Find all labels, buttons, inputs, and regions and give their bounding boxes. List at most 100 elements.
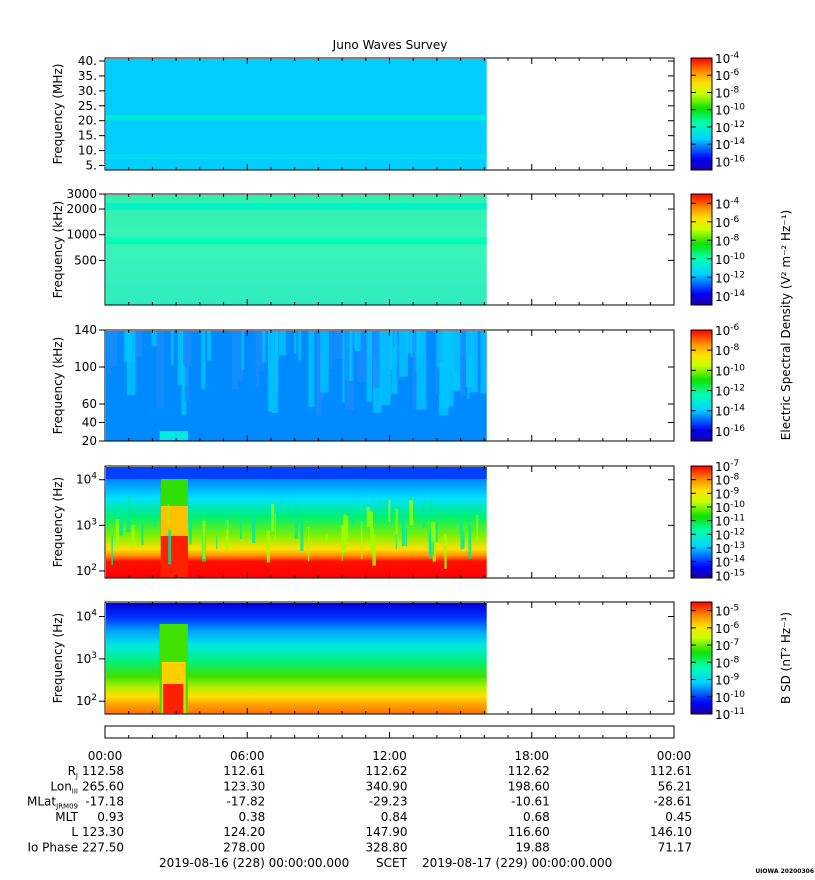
- panel-4-streak: [307, 527, 310, 562]
- panel-4-streak: [117, 529, 119, 547]
- y-tick-label: 102: [76, 563, 97, 578]
- colorbar-tick-label: 10-8: [715, 233, 740, 248]
- ephemeris-value: 123.30: [82, 825, 124, 839]
- time-axis: 00:00 06:00 12:00 18:00 00:00: [88, 725, 692, 763]
- ephemeris-value: 112.58: [82, 764, 124, 778]
- ephemeris-value: 0.84: [381, 810, 408, 824]
- panel-3-emission-streak: [349, 331, 353, 381]
- magnetic-spectral-density-label: B SD (nT² Hz⁻¹): [779, 612, 793, 704]
- panel-4-streak: [428, 531, 432, 559]
- colorbar-gradient: [690, 465, 713, 579]
- panel-4-streak: [476, 515, 479, 541]
- ephemeris-value: 265.60: [82, 779, 124, 793]
- panel-4-streak: [300, 520, 304, 552]
- ephemeris-value: 0.93: [97, 810, 124, 824]
- colorbar-tick-label: 10-10: [715, 252, 745, 267]
- panel-3-emission-streak: [380, 331, 391, 406]
- panel-4-streak: [226, 507, 228, 529]
- ephemeris-value: -17.82: [227, 795, 266, 809]
- ephemeris-value: -10.61: [511, 795, 550, 809]
- panel-4-streak: [432, 528, 434, 556]
- ephemeris-value: 146.10: [650, 825, 692, 839]
- panel-4-streak: [202, 520, 206, 559]
- ephemeris-value: 0.38: [239, 810, 266, 824]
- panel-3-emission-streak: [294, 331, 297, 354]
- panel-4-streak: [119, 502, 123, 536]
- panel-4-streak: [395, 534, 397, 550]
- y-tick-label: 100: [74, 360, 97, 374]
- panel-4-streak: [372, 535, 376, 566]
- panel-4-streak: [405, 529, 408, 547]
- panel-4-streak: [126, 496, 131, 533]
- colorbar-tick-label: 10-12: [715, 270, 745, 285]
- panel-2-band-0: [106, 202, 487, 210]
- colorbar-tick-label: 10-5: [715, 604, 739, 619]
- ephemeris-value: 124.20: [223, 825, 265, 839]
- panel-3-emission-streak: [124, 331, 132, 362]
- panel-3-emission-streak: [271, 331, 278, 414]
- footer: 2019-08-16 (228) 00:00:00.000 SCET 2019-…: [159, 856, 612, 870]
- y-tick-label: 103: [76, 517, 97, 532]
- panel-3-emission-streak: [370, 331, 380, 388]
- time-tick-label: 00:00: [657, 749, 692, 763]
- colorbar-tick-label: 10-6: [715, 323, 740, 338]
- colorbar-tick-label: 10-12: [715, 120, 745, 135]
- y-tick-label: 30.: [78, 84, 97, 98]
- panel-3-emission-streak: [308, 331, 315, 408]
- y-tick-label: 140: [74, 323, 97, 337]
- panel-4-streak: [271, 503, 275, 532]
- panel-4-streak: [431, 522, 436, 542]
- y-tick-label: 25.: [78, 99, 97, 113]
- panel-4: 104 103 102 Frequency (Hz) 10-710-810-910-10…: [51, 459, 745, 583]
- colorbar-tick-label: 10-8: [715, 85, 740, 100]
- ephemeris-value: 227.50: [82, 841, 124, 855]
- ephemeris-value: 112.61: [223, 764, 265, 778]
- panel-5-colorbar: 10-5 10-6 10-7 10-8 10-9 10-10 10-11: [690, 601, 745, 722]
- panel-3-emission-streak: [416, 331, 427, 410]
- panel-3-emission-streak: [151, 331, 158, 347]
- panel-1-spectrogram: [106, 59, 487, 170]
- y-tick-label: 104: [76, 609, 97, 624]
- ephemeris-value: 19.88: [515, 841, 549, 855]
- ephemeris-value: 123.30: [223, 779, 265, 793]
- panel-3-emission-streak: [465, 331, 473, 388]
- y-tick-label: 15.: [78, 129, 97, 143]
- colorbar-tick-label: 10-4: [715, 196, 740, 211]
- ephemeris-row-label: L: [71, 825, 78, 839]
- ephemeris-value: 112.61: [650, 764, 692, 778]
- colorbar-gradient: [690, 193, 713, 306]
- panel-3-emission-streak: [315, 331, 323, 416]
- ephemeris-value: 328.80: [366, 841, 408, 855]
- panel-4-streak: [360, 521, 363, 560]
- panel-3-emission-streak: [356, 331, 367, 383]
- panel-3-emission-streak: [267, 331, 273, 412]
- panel-4-streak: [154, 502, 156, 527]
- panel-3-emission-streak: [231, 331, 239, 389]
- panel-3-emission-streak: [438, 331, 449, 416]
- panel-4-streak: [131, 525, 135, 548]
- ephemeris-value: -17.18: [85, 795, 124, 809]
- panel-1: 40.35.30.25.20.15.10.5. Frequency (MHz) 10…: [51, 51, 745, 173]
- panel-3-colorbar: 10-6 10-8 10-10 10-12 10-14 10-16: [690, 323, 745, 442]
- y-tick-label: 1000: [66, 228, 97, 242]
- panel-3: 140 100 60 40 20 Frequency (kHz) 10-6 10-8 10-10…: [51, 323, 745, 448]
- ephemeris-value: 56.21: [658, 779, 692, 793]
- panel-3-emission-streak: [480, 331, 487, 394]
- y-axis-label: Frequency (Hz): [51, 613, 65, 704]
- panel-3-emission-streak: [342, 331, 345, 403]
- ephemeris-value: -28.61: [653, 795, 692, 809]
- panel-2-band-1: [106, 237, 487, 245]
- panel-3-emission-streak: [460, 331, 466, 396]
- colorbar-tick-label: 10-16: [715, 154, 745, 169]
- panel-3-emission-streak: [334, 331, 345, 360]
- ephemeris-row-label: MLatJRM09: [27, 795, 78, 811]
- y-tick-label: 60: [82, 397, 97, 411]
- y-axis-label: Frequency (MHz): [51, 64, 65, 165]
- time-tick-label: 18:00: [514, 749, 549, 763]
- ephemeris-value: 147.90: [366, 825, 408, 839]
- panel-1-band-0: [106, 115, 487, 121]
- ephemeris-value: 71.17: [658, 841, 692, 855]
- colorbar-tick-label: 10-10: [715, 103, 745, 118]
- colorbar-tick-label: 10-6: [715, 621, 740, 636]
